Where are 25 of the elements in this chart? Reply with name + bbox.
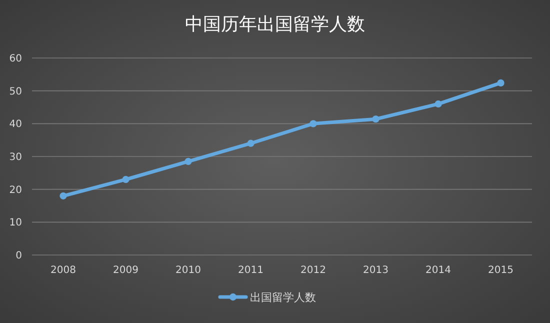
point: [60, 192, 67, 200]
point: [122, 176, 130, 184]
point: [497, 79, 504, 87]
point: [184, 158, 192, 165]
y-tick-label: 20: [9, 184, 22, 196]
x-tick-label: 2015: [488, 265, 514, 276]
y-tick-label: 40: [9, 119, 22, 130]
chart-title: 中国历年出国留学人数: [185, 14, 365, 35]
x-tick-label: 2009: [113, 265, 138, 276]
y-tick-label: 30: [9, 152, 22, 163]
point: [434, 100, 442, 108]
y-tick-label: 60: [9, 54, 22, 64]
y-tick-label: 50: [9, 86, 22, 98]
x-tick-label: 2012: [300, 265, 326, 276]
x-tick-label: 2013: [363, 265, 388, 276]
x-tick-label: 2010: [176, 265, 201, 276]
point: [247, 140, 254, 147]
x-tick-label: 2014: [426, 265, 451, 276]
y-tick-label: 0: [16, 250, 22, 262]
point: [310, 120, 317, 128]
y-tick-label: 10: [9, 218, 22, 229]
legend-label: 出国留学人数: [250, 290, 316, 304]
x-tick-label: 2011: [238, 265, 264, 276]
x-tick-label: 2008: [50, 265, 76, 276]
point: [372, 116, 380, 123]
